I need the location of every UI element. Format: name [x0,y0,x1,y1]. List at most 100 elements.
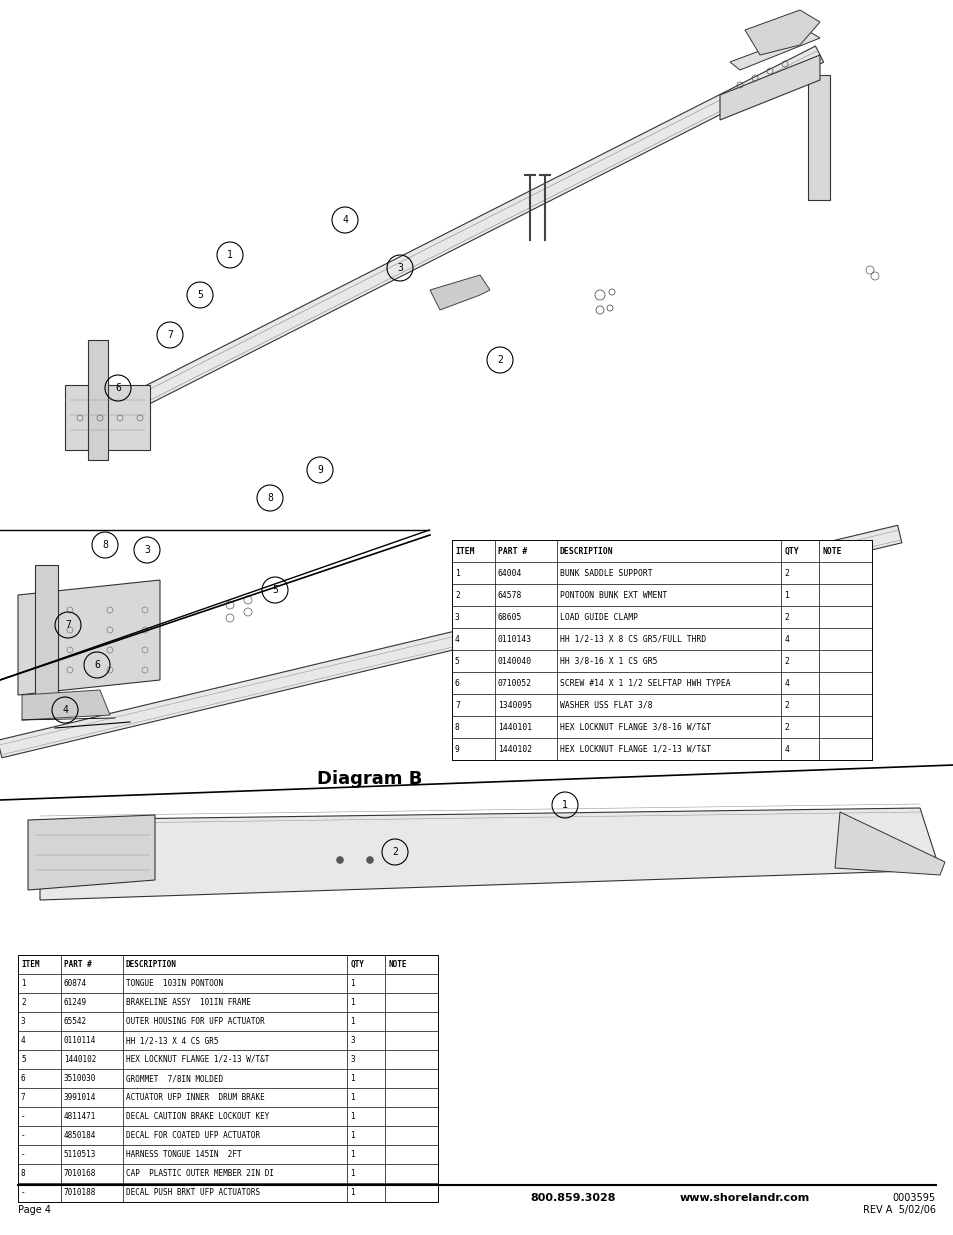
Text: 6: 6 [115,383,121,393]
Text: 2: 2 [455,590,459,599]
Text: DESCRIPTION: DESCRIPTION [559,547,613,556]
Polygon shape [729,32,820,70]
Polygon shape [40,808,939,900]
Text: WASHER USS FLAT 3/8: WASHER USS FLAT 3/8 [559,700,652,709]
Text: 2: 2 [783,722,788,731]
Text: 65542: 65542 [64,1016,87,1026]
Text: 1340095: 1340095 [497,700,532,709]
Polygon shape [28,815,154,890]
Text: 9: 9 [316,466,323,475]
Text: PART #: PART # [497,547,527,556]
Text: 5: 5 [197,290,203,300]
Text: ITEM: ITEM [455,547,474,556]
Text: 4850184: 4850184 [64,1131,96,1140]
Text: 2: 2 [783,657,788,666]
Text: 6: 6 [21,1074,26,1083]
Text: 800.859.3028: 800.859.3028 [530,1193,615,1203]
Text: 1: 1 [350,1188,355,1197]
Text: DECAL CAUTION BRAKE LOCKOUT KEY: DECAL CAUTION BRAKE LOCKOUT KEY [126,1112,269,1121]
Polygon shape [744,10,820,56]
Text: 64004: 64004 [497,568,521,578]
Text: GROMMET  7/8IN MOLDED: GROMMET 7/8IN MOLDED [126,1074,223,1083]
Text: 61249: 61249 [64,998,87,1007]
Text: DECAL PUSH BRKT UFP ACTUATORS: DECAL PUSH BRKT UFP ACTUATORS [126,1188,260,1197]
Text: 1: 1 [350,1016,355,1026]
Text: -: - [21,1188,26,1197]
Text: 1440101: 1440101 [497,722,532,731]
Text: LOAD GUIDE CLAMP: LOAD GUIDE CLAMP [559,613,638,621]
Text: 1: 1 [350,979,355,988]
Text: 8: 8 [21,1170,26,1178]
Text: HH 1/2-13 X 8 CS GR5/FULL THRD: HH 1/2-13 X 8 CS GR5/FULL THRD [559,635,705,643]
Text: 1: 1 [561,800,567,810]
Polygon shape [430,275,490,310]
Polygon shape [0,525,901,758]
Polygon shape [807,75,829,200]
Text: Midwest Industries, Inc.: Midwest Industries, Inc. [18,1193,168,1203]
Text: 3: 3 [144,545,150,555]
Text: -: - [21,1150,26,1158]
Polygon shape [18,580,160,695]
Text: 1: 1 [350,1093,355,1102]
Text: 8: 8 [455,722,459,731]
Text: 1: 1 [455,568,459,578]
Text: 7: 7 [167,330,172,340]
Text: HARNESS TONGUE 145IN  2FT: HARNESS TONGUE 145IN 2FT [126,1150,241,1158]
Text: 0710052: 0710052 [497,678,532,688]
Text: ACTUATOR UFP INNER  DRUM BRAKE: ACTUATOR UFP INNER DRUM BRAKE [126,1093,264,1102]
Text: 7: 7 [65,620,71,630]
Text: 2: 2 [783,613,788,621]
Bar [452,540,871,760]
Text: 6: 6 [455,678,459,688]
Text: 8: 8 [102,540,108,550]
Polygon shape [65,385,150,450]
Text: 2: 2 [783,700,788,709]
Text: 4: 4 [783,678,788,688]
Text: 4: 4 [783,745,788,753]
Text: www.shorelandr.com: www.shorelandr.com [679,1193,809,1203]
Text: 7: 7 [21,1093,26,1102]
Bar [18,955,437,1202]
Text: OUTER HOUSING FOR UFP ACTUATOR: OUTER HOUSING FOR UFP ACTUATOR [126,1016,264,1026]
Polygon shape [95,46,822,427]
Text: DECAL FOR COATED UFP ACTUATOR: DECAL FOR COATED UFP ACTUATOR [126,1131,260,1140]
Text: 4: 4 [62,705,68,715]
Text: BRAKELINE ASSY  101IN FRAME: BRAKELINE ASSY 101IN FRAME [126,998,251,1007]
Polygon shape [35,564,58,710]
Text: HEX LOCKNUT FLANGE 3/8-16 W/T&T: HEX LOCKNUT FLANGE 3/8-16 W/T&T [559,722,710,731]
Polygon shape [720,56,820,120]
Circle shape [336,857,343,863]
Text: 0003595: 0003595 [892,1193,935,1203]
Text: -: - [21,1131,26,1140]
Text: Page 4: Page 4 [18,1205,51,1215]
Circle shape [366,857,374,863]
Text: 68605: 68605 [497,613,521,621]
Text: 3991014: 3991014 [64,1093,96,1102]
Text: 3: 3 [455,613,459,621]
Text: 3: 3 [350,1036,355,1045]
Text: 5: 5 [21,1055,26,1065]
Text: 1: 1 [350,998,355,1007]
Text: 1: 1 [783,590,788,599]
Polygon shape [834,811,944,876]
Text: DESCRIPTION: DESCRIPTION [126,960,176,969]
Text: 1440102: 1440102 [497,745,532,753]
Text: PONTOON BUNK EXT WMENT: PONTOON BUNK EXT WMENT [559,590,666,599]
Text: 1: 1 [350,1131,355,1140]
Text: 2: 2 [21,998,26,1007]
Text: -: - [21,1112,26,1121]
Text: 4811471: 4811471 [64,1112,96,1121]
Text: HH 1/2-13 X 4 CS GR5: HH 1/2-13 X 4 CS GR5 [126,1036,218,1045]
Text: 64578: 64578 [497,590,521,599]
Polygon shape [88,340,108,459]
Text: 7: 7 [455,700,459,709]
Text: 0110143: 0110143 [497,635,532,643]
Text: 2: 2 [497,354,502,366]
Text: TONGUE  103IN PONTOON: TONGUE 103IN PONTOON [126,979,223,988]
Text: 1: 1 [350,1170,355,1178]
Text: NOTE: NOTE [821,547,841,556]
Text: 4: 4 [783,635,788,643]
Text: 7010168: 7010168 [64,1170,96,1178]
Text: CAP  PLASTIC OUTER MEMBER 2IN DI: CAP PLASTIC OUTER MEMBER 2IN DI [126,1170,274,1178]
Text: 4: 4 [342,215,348,225]
